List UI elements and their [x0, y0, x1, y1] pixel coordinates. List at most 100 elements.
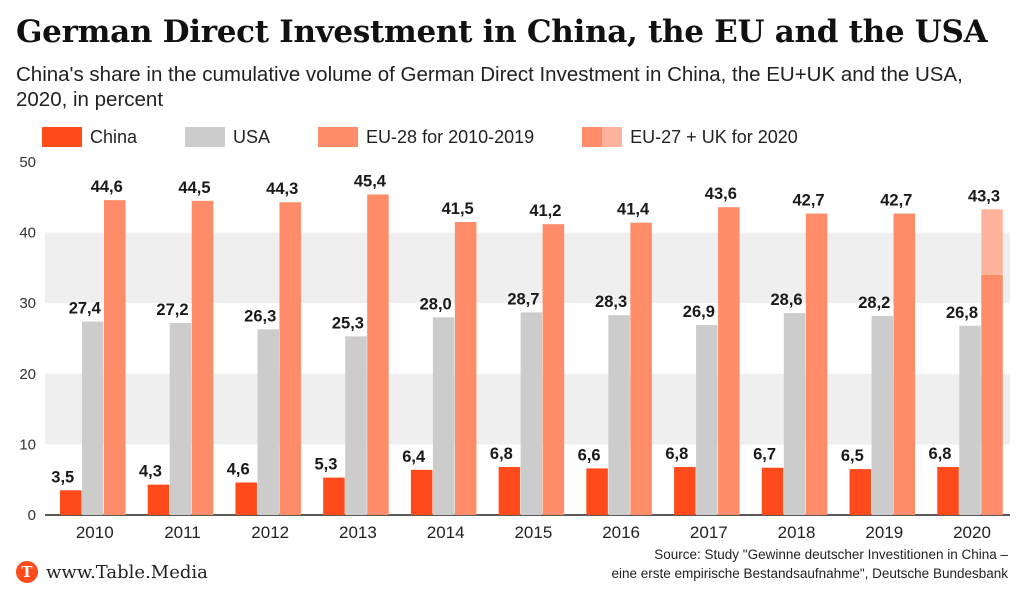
chart-subtitle: China's share in the cumulative volume o…: [16, 63, 963, 111]
legend-swatch-china: [42, 127, 82, 147]
legend-label-usa: USA: [233, 126, 271, 147]
data-label: 44,5: [178, 179, 210, 197]
data-label: 6,8: [929, 445, 952, 463]
x-tick-label: 2017: [690, 523, 728, 542]
legend-item-eu28: EU-28 for 2010-2019: [318, 127, 534, 148]
data-label: 6,6: [578, 446, 601, 464]
x-tick-label: 2011: [164, 523, 201, 542]
bar-usa: [959, 325, 981, 515]
data-label: 26,9: [683, 303, 715, 321]
y-tick-label: 50: [19, 154, 36, 171]
bar-eu28: [630, 222, 652, 515]
data-label: 44,6: [91, 178, 123, 196]
x-tick-label: 2015: [514, 523, 552, 542]
bar-usa: [345, 336, 367, 515]
chart-title: German Direct Investment in China, the E…: [16, 14, 988, 50]
legend-label-eu28: EU-28 for 2010-2019: [366, 126, 535, 147]
data-label: 4,3: [139, 463, 162, 481]
source-line-1: Source: Study "Gewinne deutscher Investi…: [654, 547, 1008, 562]
data-label: 6,7: [753, 446, 776, 464]
data-label: 27,4: [69, 300, 102, 318]
legend-swatch-eu28: [318, 127, 359, 147]
data-label: 42,7: [793, 192, 825, 210]
bar-eu28: [542, 224, 565, 515]
bar-eu27uk-lower: [981, 274, 1003, 515]
bar-usa: [696, 325, 718, 515]
legend-label-eu27uk: EU-27 + UK for 2020: [630, 126, 798, 147]
data-label: 44,3: [266, 180, 298, 198]
bar-eu27uk-upper: [981, 209, 1003, 275]
x-tick-label: 2018: [778, 523, 816, 542]
bar-china: [761, 467, 784, 515]
x-tick-label: 2016: [602, 523, 640, 542]
x-tick-label: 2012: [251, 523, 289, 542]
bar-china: [410, 469, 433, 515]
bar-china: [586, 468, 608, 515]
bar-eu28: [367, 194, 389, 515]
data-label: 27,2: [156, 301, 188, 319]
bar-usa: [871, 315, 894, 515]
source-note: Source: Study "Gewinne deutscher Investi…: [488, 545, 1008, 583]
bar-china: [235, 482, 257, 515]
legend-item-china: China: [42, 127, 137, 148]
data-label: 45,4: [354, 172, 387, 190]
data-label: 28,3: [595, 293, 627, 311]
y-tick-label: 10: [19, 436, 36, 453]
bar-china: [60, 490, 82, 515]
site-url: www.Table.Media: [46, 561, 208, 583]
data-label: 41,2: [529, 202, 561, 220]
legend-swatch-usa: [185, 127, 226, 147]
data-label: 41,4: [617, 201, 650, 219]
legend-label-china: China: [90, 126, 138, 147]
legend: China USA EU-28 for 2010-2019 EU-27 + UK…: [42, 126, 846, 148]
data-label: 43,6: [705, 185, 737, 203]
data-label: 25,3: [332, 314, 364, 332]
data-label: 5,3: [314, 456, 337, 474]
bar-eu28: [454, 222, 477, 515]
data-label: 42,7: [880, 192, 912, 210]
data-label: 43,3: [968, 187, 1000, 205]
y-tick-label: 20: [19, 366, 36, 383]
bar-china: [498, 466, 521, 515]
bar-usa: [169, 322, 192, 515]
data-label: 26,8: [946, 304, 978, 322]
data-label: 3,5: [51, 468, 74, 486]
bar-china: [674, 466, 696, 515]
x-tick-label: 2019: [865, 523, 903, 542]
data-label: 4,6: [227, 461, 250, 479]
footer-brand: T www.Table.Media: [16, 561, 208, 583]
y-tick-label: 0: [28, 507, 36, 524]
bar-eu28: [805, 213, 828, 515]
data-label: 6,8: [490, 445, 513, 463]
data-label: 28,7: [507, 290, 539, 308]
legend-item-eu27uk: EU-27 + UK for 2020: [582, 127, 798, 148]
data-label: 41,5: [442, 200, 474, 218]
data-label: 26,3: [244, 307, 276, 325]
bar-eu28: [718, 207, 740, 515]
legend-swatch-eu27uk: [582, 127, 623, 147]
data-label: 28,2: [858, 294, 890, 312]
x-tick-label: 2010: [76, 523, 114, 542]
bar-china: [323, 477, 345, 515]
data-label: 28,0: [420, 295, 452, 313]
data-label: 6,5: [841, 447, 864, 465]
bar-usa: [82, 321, 104, 515]
bar-eu28: [893, 213, 916, 515]
bar-eu28: [104, 200, 126, 515]
bar-usa: [520, 312, 543, 515]
y-tick-label: 40: [19, 225, 36, 242]
data-label: 6,8: [665, 445, 688, 463]
data-label: 28,6: [771, 291, 803, 309]
bar-eu28: [191, 200, 214, 515]
bar-china: [849, 469, 872, 515]
data-label: 6,4: [402, 448, 426, 466]
source-line-2: eine erste empirische Bestandsaufnahme",…: [611, 566, 1008, 581]
bar-china: [147, 484, 170, 515]
bar-usa: [608, 315, 630, 515]
bar-china: [937, 466, 959, 515]
bar-usa: [783, 313, 806, 515]
x-tick-label: 2014: [427, 523, 465, 542]
table-media-logo-icon: T: [16, 561, 38, 583]
bar-usa: [257, 329, 279, 515]
bar-usa: [432, 317, 455, 515]
